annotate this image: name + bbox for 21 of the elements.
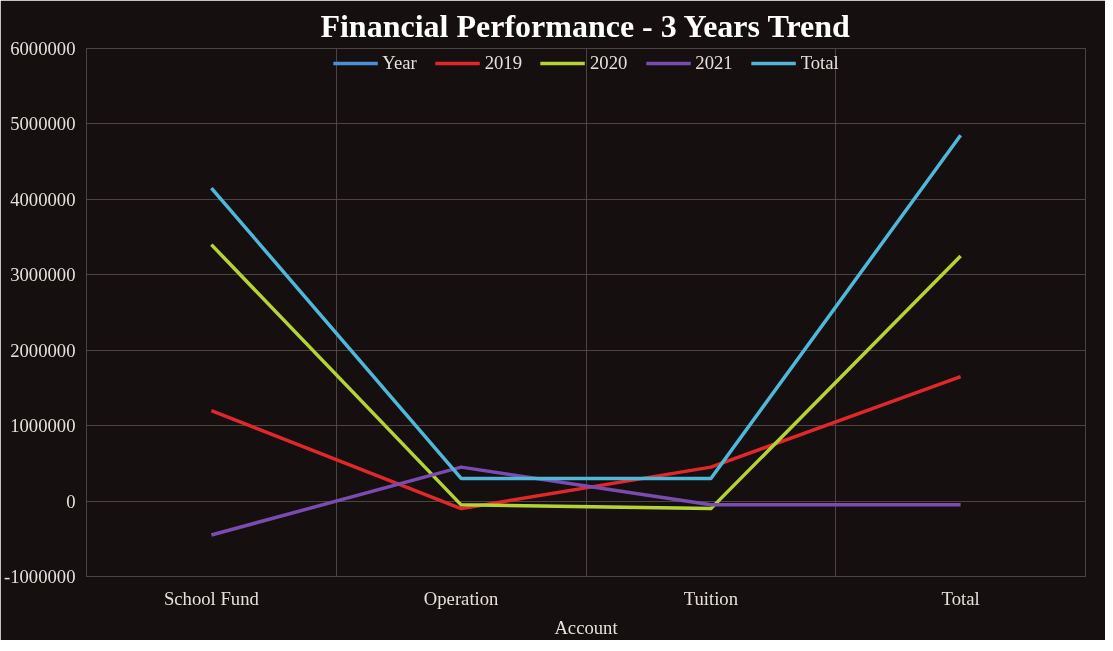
line-series	[209, 374, 963, 511]
y-tick-label: 6000000	[10, 38, 76, 59]
legend-label: 2019	[484, 52, 522, 74]
line-series	[209, 242, 963, 511]
y-tick-label: 1000000	[10, 415, 76, 437]
chart-title: Financial Performance - 3 Years Trend	[320, 7, 851, 44]
x-tick-label: School Fund	[163, 587, 260, 609]
y-tick-label: 2000000	[10, 339, 76, 361]
x-tick-label: Total	[941, 587, 980, 609]
y-tick-label: 0	[66, 490, 76, 512]
legend-label: Year	[382, 52, 417, 74]
y-tick-label: 5000000	[10, 113, 76, 135]
x-axis-title: Account	[554, 616, 619, 638]
legend-label: 2021	[695, 52, 733, 74]
legend-label: Total	[800, 52, 839, 74]
x-tick-label: Tuition	[683, 587, 739, 609]
legend-label: 2020	[590, 52, 628, 74]
y-tick-label: -1000000	[3, 566, 76, 587]
x-tick-label: Operation	[423, 587, 500, 609]
y-tick-label: 3000000	[10, 264, 76, 286]
y-tick-label: 4000000	[10, 188, 76, 210]
